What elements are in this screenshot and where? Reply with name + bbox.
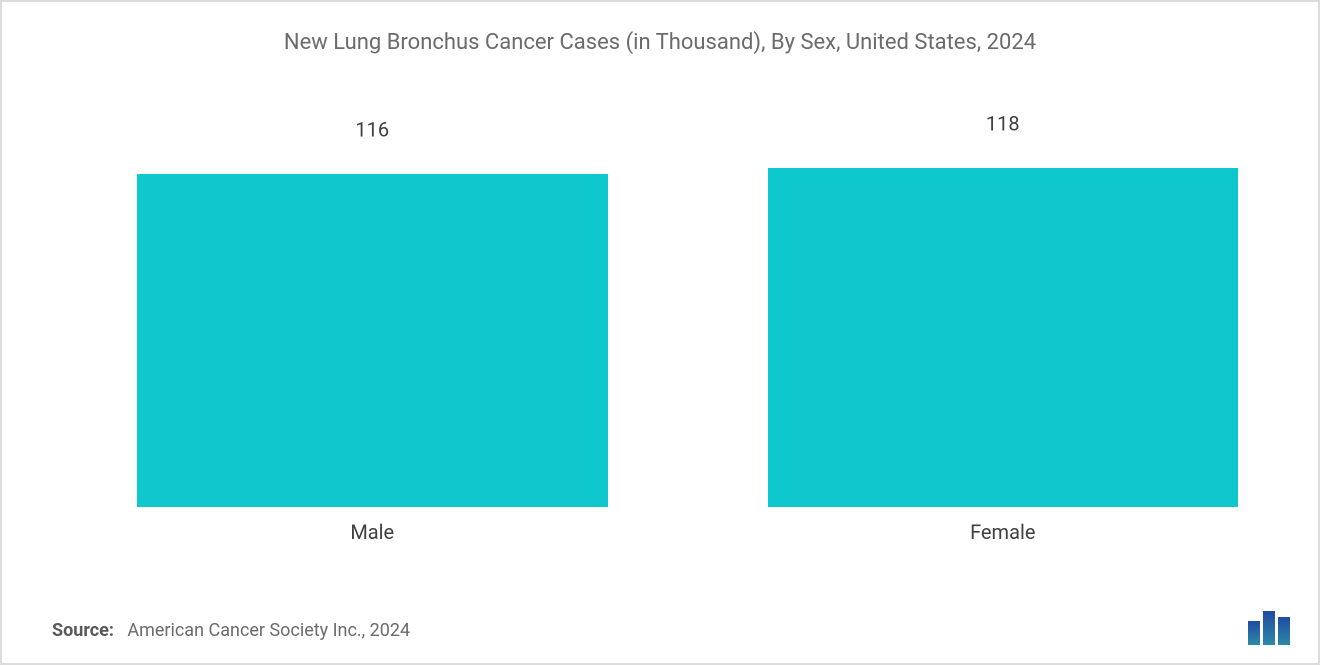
x-axis-label: Male [137, 512, 608, 544]
x-axis-label: Female [768, 512, 1239, 544]
brand-logo-icon [1248, 611, 1290, 645]
logo-bar [1278, 617, 1290, 645]
bar-wrapper: 118 [768, 162, 1239, 507]
logo-bar [1263, 611, 1275, 645]
source-text: American Cancer Society Inc., 2024 [127, 620, 410, 641]
bar-value-label: 118 [768, 111, 1239, 135]
bar-value-label: 116 [137, 117, 608, 141]
plot-area: 116 118 [137, 162, 1238, 507]
bar-rect [768, 168, 1239, 507]
bar-rect [137, 174, 608, 508]
chart-title: New Lung Bronchus Cancer Cases (in Thous… [2, 2, 1318, 65]
chart-container: New Lung Bronchus Cancer Cases (in Thous… [0, 0, 1320, 665]
source-prefix: Source: [52, 620, 114, 641]
x-axis-labels: Male Female [137, 512, 1238, 544]
logo-bar [1248, 621, 1260, 645]
bar-wrapper: 116 [137, 162, 608, 507]
source-attribution: Source: American Cancer Society Inc., 20… [52, 620, 410, 641]
